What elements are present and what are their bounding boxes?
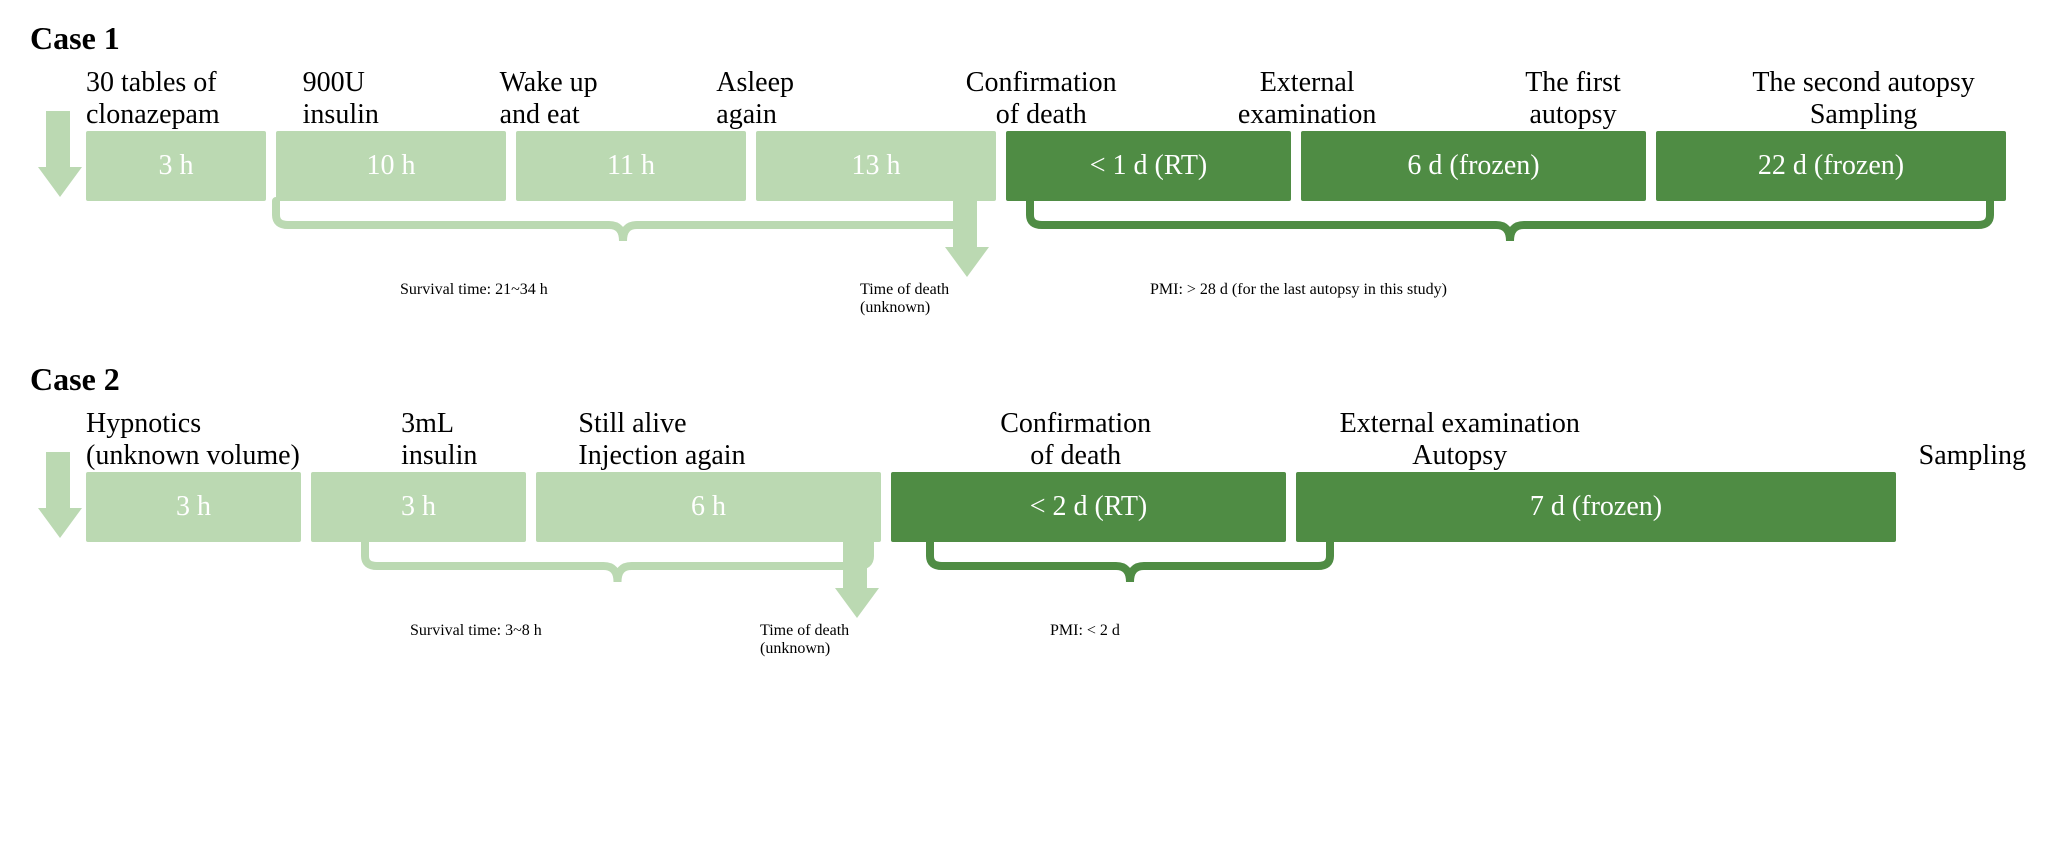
case1-headers: 30 tables of clonazepam900U insulinWake …	[30, 61, 2026, 131]
timeline-header: Still alive Injection again	[578, 408, 903, 472]
case1-pmi-label: PMI: > 28 d (for the last autopsy in thi…	[1150, 281, 1447, 299]
timeline-header: The first autopsy	[1445, 67, 1701, 131]
case1: Case 1 30 tables of clonazepam900U insul…	[30, 20, 2026, 361]
timeline-segment: 3 h	[86, 131, 266, 201]
timeline-segment: 3 h	[311, 472, 526, 542]
timeline-header: Confirmation of death	[913, 67, 1169, 131]
case2-headers: Hypnotics (unknown volume)3mL insulinSti…	[30, 402, 2026, 472]
case2-pmi-brace	[930, 542, 1330, 592]
timeline-segment: < 1 d (RT)	[1006, 131, 1291, 201]
case2-survival-brace	[365, 542, 870, 592]
case1-below: Survival time: 21~34 h Time of death (un…	[30, 201, 2026, 361]
timeline-header: The second autopsy Sampling	[1701, 67, 2026, 131]
timeline-header: Sampling	[1671, 440, 2026, 472]
case2-title: Case 2	[30, 361, 2026, 398]
case2-below: Survival time: 3~8 h Time of death (unkn…	[30, 542, 2026, 702]
case2-tod-label: Time of death (unknown)	[760, 622, 849, 659]
timeline-header: Confirmation of death	[903, 408, 1248, 472]
case1-survival-brace	[276, 201, 970, 251]
case1-segments: 3 h10 h11 h13 h< 1 d (RT)6 d (frozen)22 …	[86, 131, 2026, 201]
timeline-header: 3mL insulin	[401, 408, 578, 472]
case1-survival-label: Survival time: 21~34 h	[400, 281, 548, 299]
case2-bar: 3 h3 h6 h< 2 d (RT)7 d (frozen)	[30, 472, 2026, 542]
case1-initial-arrow-slot	[30, 131, 86, 201]
timeline-header: Asleep again	[716, 67, 913, 131]
case2-pmi-label: PMI: < 2 d	[1050, 622, 1120, 640]
timeline-header: 30 tables of clonazepam	[86, 67, 303, 131]
timeline-header: External examination Autopsy	[1248, 408, 1671, 472]
timeline-segment: 22 d (frozen)	[1656, 131, 2006, 201]
timeline-header: Wake up and eat	[500, 67, 717, 131]
timeline-header: External examination	[1169, 67, 1445, 131]
timeline-segment: 6 d (frozen)	[1301, 131, 1646, 201]
timeline-segment: < 2 d (RT)	[891, 472, 1286, 542]
timeline-segment: 6 h	[536, 472, 881, 542]
timeline-segment: 11 h	[516, 131, 746, 201]
case1-tod-label: Time of death (unknown)	[860, 281, 949, 318]
timeline-segment: 7 d (frozen)	[1296, 472, 1896, 542]
case1-bar: 3 h10 h11 h13 h< 1 d (RT)6 d (frozen)22 …	[30, 131, 2026, 201]
case1-pmi-brace	[1030, 201, 1990, 251]
case2-initial-arrow-slot	[30, 472, 86, 542]
case2-survival-label: Survival time: 3~8 h	[410, 622, 542, 640]
down-arrow-icon	[38, 111, 78, 201]
case2-segments: 3 h3 h6 h< 2 d (RT)7 d (frozen)	[86, 472, 2026, 542]
case1-title: Case 1	[30, 20, 2026, 57]
down-arrow-icon	[38, 452, 78, 542]
timeline-segment: 3 h	[86, 472, 301, 542]
case2: Case 2 Hypnotics (unknown volume)3mL ins…	[30, 361, 2026, 702]
timeline-segment: 10 h	[276, 131, 506, 201]
timeline-header: Hypnotics (unknown volume)	[86, 408, 401, 472]
timeline-header: 900U insulin	[303, 67, 500, 131]
